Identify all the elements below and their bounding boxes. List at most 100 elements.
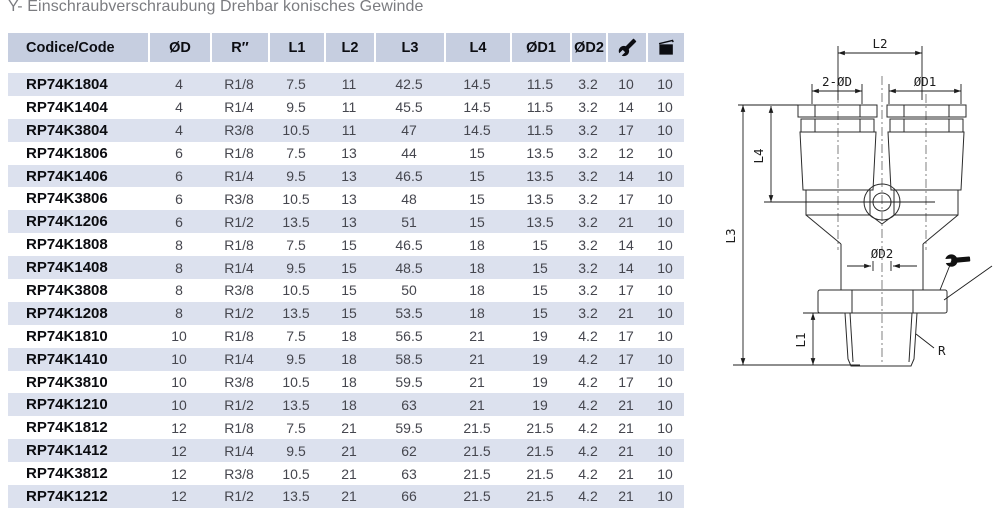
value-cell: 14 [618,236,634,253]
dim-label-d1: ØD1 [914,74,937,89]
value-cell: 7.5 [286,328,306,345]
value-cell: 8 [175,305,183,322]
value-cell: 12 [171,465,187,482]
value-cell: 14 [618,168,634,184]
fitting-outline [797,104,967,367]
value-cell: 17 [618,122,634,139]
spec-table: Codice/Code ØD R″ L1 L2 L3 L4 ØD1 ØD2 RP74K1804 4… [8,33,684,508]
dim-label-d2: ØD2 [871,246,894,261]
value-cell: 15 [532,282,548,299]
value-cell: 4.2 [578,351,598,368]
value-cell: 45.5 [395,99,423,116]
value-cell: 10 [657,122,673,139]
value-cell: 12 [171,442,187,459]
part-code-cell: RP74K1404 [26,98,108,116]
value-cell: 18 [469,236,485,253]
part-code-cell: RP74K1808 [26,236,108,254]
value-cell: 62 [401,442,417,459]
value-cell: 4 [175,99,183,116]
value-cell: 13.5 [282,488,310,505]
value-cell: 11 [341,122,357,139]
column-header-l3: L3 [374,33,444,73]
table-row: RP74K1810 10 R1/8 7.5 18 56.5 21 19 4.2 17 10 [8,325,684,348]
column-header-code: Codice/Code [8,33,148,73]
value-cell: 42.5 [395,76,423,93]
table-row: RP74K3810 10 R3/8 10.5 18 59.5 21 19 4.2 17 10 [8,371,684,394]
value-cell: 3.2 [578,259,598,276]
column-header-d1: ØD1 [510,33,570,73]
value-cell: 3.2 [578,305,598,322]
value-cell: 48 [401,190,417,207]
value-cell: 4.2 [578,328,598,345]
value-cell: 66 [401,488,417,505]
value-cell: 10 [657,190,673,207]
value-cell: 21.5 [463,442,491,459]
value-cell: 10 [171,374,187,391]
value-cell: R1/4 [224,168,254,184]
value-cell: 8 [175,282,183,299]
part-code-cell: RP74K1806 [26,144,108,162]
value-cell: 3.2 [578,145,598,162]
value-cell: 10 [657,442,673,459]
part-code-cell: RP74K1804 [26,75,108,93]
table-row: RP74K1212 12 R1/2 13.5 21 66 21.5 21.5 4.2 21 10 [8,485,684,508]
part-code-cell: RP74K3808 [26,281,108,299]
value-cell: 50 [401,282,417,299]
value-cell: 6 [175,168,183,184]
value-cell: 21 [469,374,485,391]
value-cell: 14 [618,99,634,116]
value-cell: 3.2 [578,168,598,184]
value-cell: 18 [341,351,357,368]
value-cell: 19 [532,396,548,413]
value-cell: 4.2 [578,465,598,482]
value-cell: 15 [341,305,357,322]
value-cell: 11 [341,76,357,93]
dim-label-l1: L1 [793,332,808,347]
value-cell: 3.2 [578,190,598,207]
column-header-l1: L1 [268,33,324,73]
value-cell: 15 [341,236,357,253]
value-cell: 48.5 [395,259,423,276]
value-cell: 10 [657,419,673,436]
part-code-cell: RP74K1208 [26,304,108,322]
value-cell: R3/8 [224,282,254,299]
table-row: RP74K1210 10 R1/2 13.5 18 63 21 19 4.2 21 10 [8,393,684,417]
page-title: Y- Einschraubverschraubung Drehbar konis… [8,0,424,15]
value-cell: 17 [618,351,634,368]
value-cell: 10 [657,374,673,391]
table-header-row: Codice/Code ØD R″ L1 L2 L3 L4 ØD1 ØD2 [8,33,684,73]
value-cell: 12 [171,419,187,436]
value-cell: 15 [469,168,485,184]
table-row: RP74K1206 6 R1/2 13.5 13 51 15 13.5 3.2 21 10 [8,210,684,234]
value-cell: 9.5 [286,259,306,276]
value-cell: 15 [469,190,485,207]
part-code-cell: RP74K3806 [26,190,108,208]
part-code-cell: RP74K1810 [26,327,108,345]
value-cell: 3.2 [578,282,598,299]
value-cell: 21 [341,442,357,459]
table-row: RP74K3812 12 R3/8 10.5 21 63 21.5 21.5 4.2 21 10 [8,462,684,485]
value-cell: 13 [341,168,357,184]
value-cell: 13.5 [282,305,310,322]
value-cell: 4 [175,122,183,139]
value-cell: R1/4 [224,259,254,276]
value-cell: 46.5 [395,168,423,184]
value-cell: R1/2 [224,305,254,322]
centerlines [837,76,927,362]
value-cell: 19 [532,351,548,368]
value-cell: 21 [618,488,634,505]
value-cell: R1/8 [224,419,254,436]
value-cell: 14 [618,259,634,276]
value-cell: 10 [171,396,187,413]
value-cell: 18 [469,282,485,299]
value-cell: 9.5 [286,99,306,116]
table-row: RP74K1812 12 R1/8 7.5 21 59.5 21.5 21.5 4.2 21 10 [8,416,684,439]
value-cell: 63 [401,396,417,413]
value-cell: 4.2 [578,419,598,436]
table-row: RP74K3804 4 R3/8 10.5 11 47 14.5 11.5 3.2 17 10 [8,118,684,142]
value-cell: 21.5 [463,488,491,505]
value-cell: 3.2 [578,76,598,93]
value-cell: 51 [401,213,417,230]
column-header-package [646,33,684,73]
dim-label-l2: L2 [872,36,887,51]
